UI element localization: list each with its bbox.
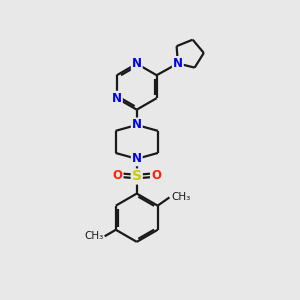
Text: N: N [112, 92, 122, 105]
Text: N: N [173, 57, 183, 70]
Text: O: O [112, 169, 123, 182]
Text: N: N [132, 57, 142, 70]
Text: CH₃: CH₃ [171, 192, 190, 203]
Text: CH₃: CH₃ [84, 231, 103, 241]
Text: S: S [132, 169, 142, 184]
Text: O: O [151, 169, 161, 182]
Text: N: N [132, 152, 142, 165]
Text: N: N [132, 118, 142, 131]
